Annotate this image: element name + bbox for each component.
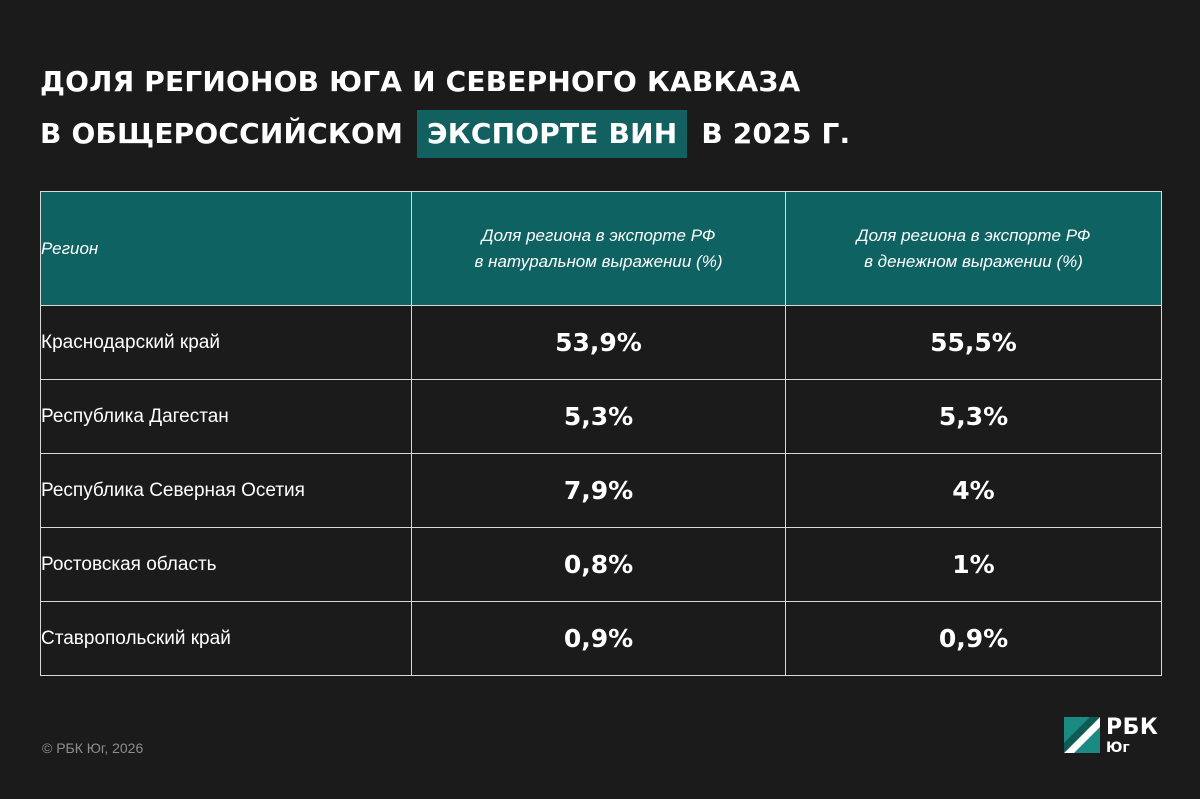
natural-value-cell: 53,9% (411, 305, 786, 380)
logo-main-text: РБК (1106, 715, 1159, 740)
region-cell: Ростовская область (40, 527, 412, 602)
monetary-value-cell: 4% (785, 453, 1162, 528)
region-cell: Краснодарский край (40, 305, 412, 380)
title-line-2-before: в общероссийском (40, 117, 404, 150)
page-title: Доля регионов Юга и Северного Кавказа в … (40, 56, 850, 160)
header-natural: Доля региона в экспорте РФ в натуральном… (411, 191, 786, 306)
natural-value-cell: 7,9% (411, 453, 786, 528)
header-natural-line-1: Доля региона в экспорте РФ (481, 225, 716, 245)
monetary-value-cell: 0,9% (785, 601, 1162, 676)
header-monetary-line-2: в денежном выражении (%) (864, 251, 1083, 271)
region-cell: Республика Дагестан (40, 379, 412, 454)
table-row: Краснодарский край 53,9% 55,5% (40, 305, 1162, 380)
natural-value-cell: 0,8% (411, 527, 786, 602)
table-row: Ставропольский край 0,9% 0,9% (40, 601, 1162, 676)
rbk-logo-mark-icon (1064, 717, 1100, 753)
table-row: Республика Дагестан 5,3% 5,3% (40, 379, 1162, 454)
natural-value-cell: 0,9% (411, 601, 786, 676)
table-row: Республика Северная Осетия 7,9% 4% (40, 453, 1162, 528)
header-region: Регион (40, 191, 412, 306)
title-line-2-after: в 2025 г. (701, 117, 851, 150)
header-region-label: Регион (41, 238, 99, 258)
title-line-2: в общероссийском экспорте вин в 2025 г. (40, 108, 850, 160)
natural-value-cell: 5,3% (411, 379, 786, 454)
header-monetary: Доля региона в экспорте РФ в денежном вы… (785, 191, 1162, 306)
logo-wordmark: РБК Юг (1106, 715, 1159, 756)
header-natural-line-2: в натуральном выражении (%) (474, 251, 723, 271)
title-line-1: Доля регионов Юга и Северного Кавказа (40, 65, 801, 98)
region-cell: Ставропольский край (40, 601, 412, 676)
title-highlight: экспорте вин (417, 110, 688, 158)
table-header-row: Регион Доля региона в экспорте РФ в нату… (40, 191, 1162, 306)
logo-sub-text: Юг (1106, 740, 1130, 756)
header-monetary-line-1: Доля региона в экспорте РФ (856, 225, 1091, 245)
table-row: Ростовская область 0,8% 1% (40, 527, 1162, 602)
rbk-yug-logo: РБК Юг (1064, 717, 1158, 755)
region-cell: Республика Северная Осетия (40, 453, 412, 528)
monetary-value-cell: 55,5% (785, 305, 1162, 380)
export-share-table: Регион Доля региона в экспорте РФ в нату… (40, 191, 1162, 676)
monetary-value-cell: 1% (785, 527, 1162, 602)
monetary-value-cell: 5,3% (785, 379, 1162, 454)
copyright-text: © РБК Юг, 2026 (42, 740, 144, 756)
